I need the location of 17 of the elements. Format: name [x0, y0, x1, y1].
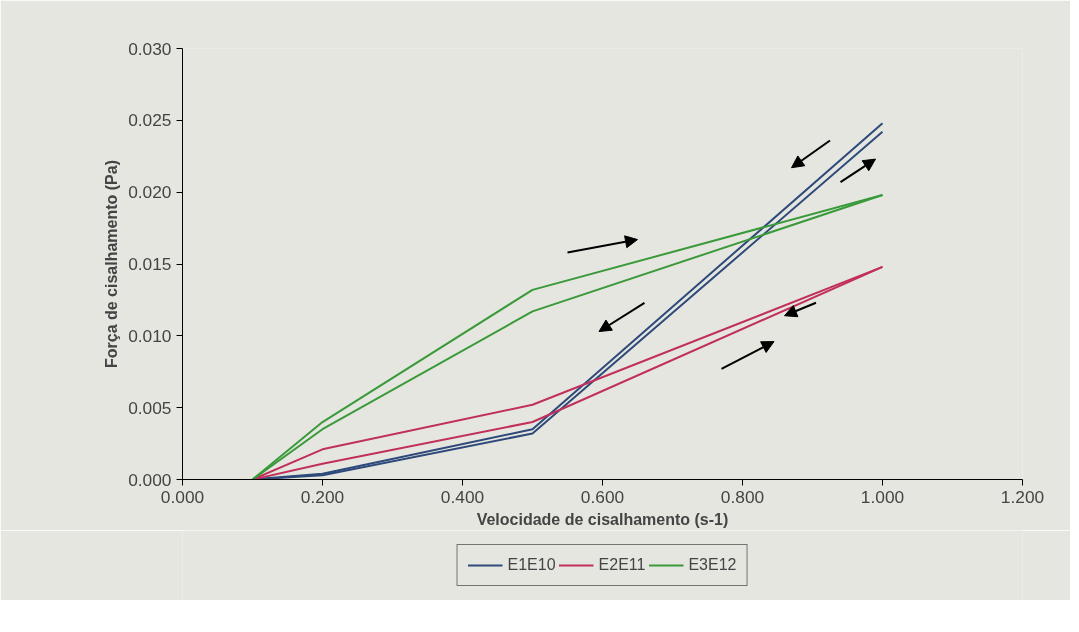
- x-tick-label: 0.800: [720, 486, 765, 507]
- legend-label: E1E10: [507, 556, 556, 574]
- legend-label: E3E12: [688, 556, 737, 574]
- x-tick-label: 0.400: [440, 486, 485, 507]
- x-tick-label: 0.600: [580, 486, 625, 507]
- y-tick-label: 0.005: [128, 397, 172, 418]
- y-tick-label: 0.010: [128, 325, 172, 346]
- legend-label: E2E11: [598, 556, 646, 574]
- y-tick-label: 0.020: [128, 182, 172, 203]
- x-tick-label: 1.000: [860, 486, 905, 507]
- x-axis-title: Velocidade de cisalhamento (s-1): [476, 510, 729, 528]
- y-tick-label: 0.015: [128, 254, 172, 274]
- y-axis-title: Força de cisalhamento (Pa): [103, 159, 121, 369]
- x-tick-label: 1.200: [1000, 486, 1045, 507]
- y-tick-label: 0.030: [128, 38, 172, 59]
- x-tick-label: 0.200: [300, 486, 345, 507]
- y-tick-label: 0.025: [128, 110, 172, 131]
